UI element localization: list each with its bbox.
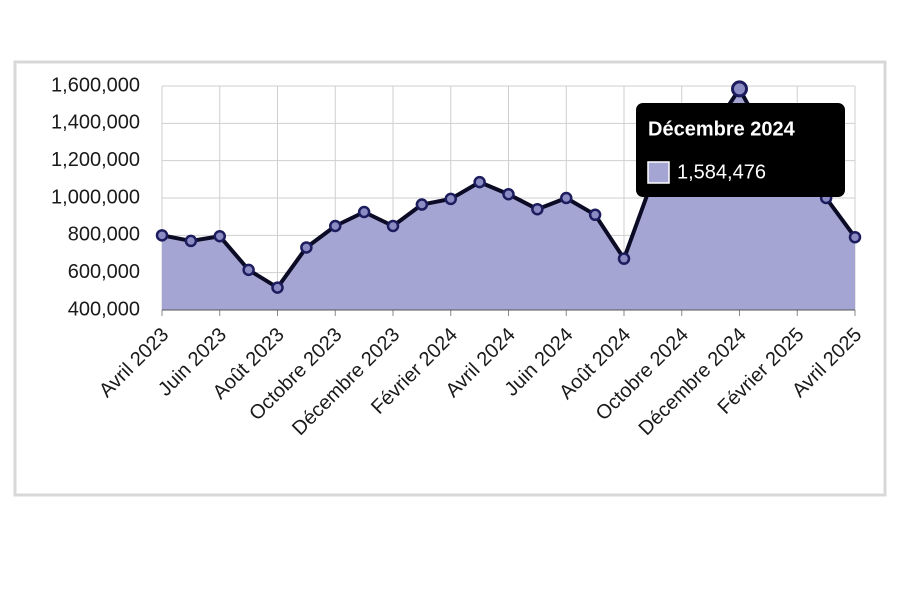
- y-tick-label: 1,200,000: [51, 149, 140, 171]
- marker: [271, 281, 284, 294]
- marker: [588, 208, 602, 222]
- marker: [213, 230, 226, 243]
- marker: [415, 198, 429, 211]
- marker: [473, 175, 486, 189]
- y-tick-label: 600,000: [68, 261, 140, 283]
- tooltip-box: [636, 103, 845, 197]
- marker: [560, 191, 573, 205]
- marker: [386, 219, 400, 233]
- marker: [848, 230, 862, 244]
- tooltip: Décembre 2024 1,584,476: [636, 103, 845, 197]
- marker: [329, 219, 342, 233]
- marker: [300, 241, 313, 254]
- marker: [617, 252, 631, 265]
- y-tick-label: 1,600,000: [51, 74, 140, 96]
- marker: [184, 234, 198, 248]
- marker-highlight: [731, 80, 748, 98]
- tooltip-title: Décembre 2024: [648, 118, 796, 140]
- y-tick-label: 1,000,000: [51, 186, 140, 208]
- marker: [502, 188, 515, 201]
- y-tick-label: 1,400,000: [51, 112, 140, 134]
- marker: [444, 192, 457, 206]
- y-tick-label: 400,000: [68, 298, 140, 320]
- marker: [531, 202, 544, 216]
- tooltip-swatch: [647, 161, 670, 184]
- tooltip-value: 1,584,476: [677, 161, 766, 183]
- marker: [242, 263, 255, 277]
- marker: [357, 205, 371, 219]
- marker: [155, 229, 169, 242]
- y-tick-label: 800,000: [68, 224, 140, 246]
